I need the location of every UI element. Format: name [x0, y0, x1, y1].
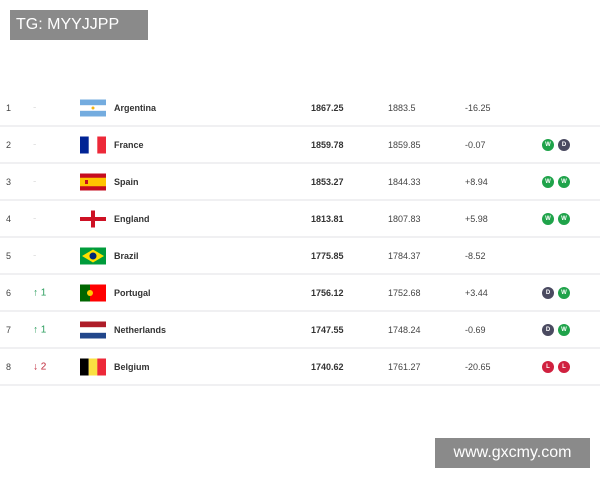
- form-badge-L: L: [558, 360, 570, 373]
- country-name[interactable]: Argentina: [114, 102, 157, 113]
- watermark-bottom: www.gxcmy.com: [435, 438, 590, 468]
- rank-change: -: [33, 139, 37, 150]
- total-points: 1740.62: [311, 361, 344, 372]
- previous-points: 1883.5: [388, 102, 416, 113]
- rank: 6: [6, 287, 12, 298]
- form-badge-W: W: [542, 212, 554, 225]
- country-name[interactable]: Netherlands: [114, 324, 167, 335]
- points-change: -0.07: [465, 139, 486, 150]
- spain-flag-icon: [80, 173, 106, 190]
- points-change: +8.94: [465, 176, 488, 187]
- form-badge-L: L: [542, 360, 554, 373]
- table-row[interactable]: 5 - Brazil 1775.85 1784.37 -8.52: [0, 238, 600, 275]
- country-name[interactable]: Spain: [114, 176, 139, 187]
- brazil-flag-icon: [80, 247, 106, 264]
- total-points: 1813.81: [311, 213, 344, 224]
- country-name[interactable]: England: [114, 213, 150, 224]
- total-points: 1853.27: [311, 176, 344, 187]
- belgium-flag-icon: [80, 358, 106, 375]
- rank: 1: [6, 102, 12, 113]
- total-points: 1756.12: [311, 287, 344, 298]
- france-flag-icon: [80, 136, 106, 153]
- rank-change: -: [33, 176, 37, 187]
- rank: 3: [6, 176, 12, 187]
- points-change: -16.25: [465, 102, 491, 113]
- rank-change: ↑ 1: [33, 287, 47, 298]
- points-change: +5.98: [465, 213, 488, 224]
- rank-change: -: [33, 213, 37, 224]
- previous-points: 1844.33: [388, 176, 421, 187]
- country-name[interactable]: Portugal: [114, 287, 151, 298]
- rank: 8: [6, 361, 12, 372]
- total-points: 1775.85: [311, 250, 344, 261]
- form-badge-W: W: [542, 175, 554, 188]
- total-points: 1859.78: [311, 139, 344, 150]
- previous-points: 1859.85: [388, 139, 421, 150]
- rank-change: ↑ 1: [33, 324, 47, 335]
- form-badge-W: W: [558, 212, 570, 225]
- country-name[interactable]: France: [114, 139, 144, 150]
- rank-change: -: [33, 250, 37, 261]
- argentina-flag-icon: [80, 99, 106, 116]
- table-row[interactable]: 7 ↑ 1 Netherlands 1747.55 1748.24 -0.69 …: [0, 312, 600, 349]
- previous-points: 1807.83: [388, 213, 421, 224]
- form-badge-W: W: [558, 286, 570, 299]
- form-badge-W: W: [558, 175, 570, 188]
- previous-points: 1752.68: [388, 287, 421, 298]
- rank: 2: [6, 139, 12, 150]
- ranking-table: 1 - Argentina 1867.25 1883.5 -16.25 2 - …: [0, 90, 600, 386]
- previous-points: 1761.27: [388, 361, 421, 372]
- points-change: -0.69: [465, 324, 486, 335]
- previous-points: 1748.24: [388, 324, 421, 335]
- form-badge-W: W: [542, 138, 554, 151]
- rank: 4: [6, 213, 12, 224]
- points-change: -8.52: [465, 250, 486, 261]
- total-points: 1747.55: [311, 324, 344, 335]
- portugal-flag-icon: [80, 284, 106, 301]
- form-badge-W: W: [558, 323, 570, 336]
- netherlands-flag-icon: [80, 321, 106, 338]
- form-badge-D: D: [542, 286, 554, 299]
- rank: 7: [6, 324, 12, 335]
- rank-change: -: [33, 102, 37, 113]
- rank-change: ↓ 2: [33, 361, 47, 372]
- total-points: 1867.25: [311, 102, 344, 113]
- points-change: +3.44: [465, 287, 488, 298]
- country-name[interactable]: Brazil: [114, 250, 139, 261]
- england-flag-icon: [80, 210, 106, 227]
- form-badge-D: D: [558, 138, 570, 151]
- table-row[interactable]: 1 - Argentina 1867.25 1883.5 -16.25: [0, 90, 600, 127]
- points-change: -20.65: [465, 361, 491, 372]
- form-badge-D: D: [542, 323, 554, 336]
- country-name[interactable]: Belgium: [114, 361, 150, 372]
- rank: 5: [6, 250, 12, 261]
- previous-points: 1784.37: [388, 250, 421, 261]
- watermark-top: TG: MYYJJPP: [10, 10, 148, 40]
